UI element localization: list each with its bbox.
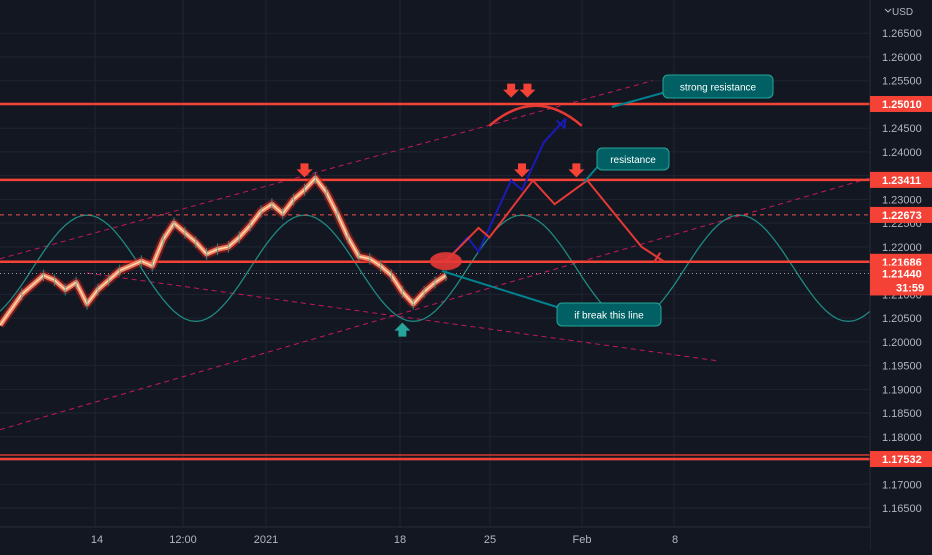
level-price-badge — [870, 451, 932, 468]
currency-box — [880, 3, 930, 19]
channel-upper-line — [0, 80, 653, 260]
down-arrow-icon — [503, 83, 520, 98]
level-price-label: 1.17532 — [882, 454, 922, 466]
price-tick-label: 1.19000 — [882, 384, 922, 396]
support-trend-line — [86, 272, 718, 362]
projection-bearish-line — [445, 178, 664, 262]
down-arrow-icon — [514, 163, 530, 178]
down-arrow-icon — [296, 163, 313, 178]
price-tick-label: 1.24000 — [882, 147, 922, 159]
time-tick-label: 14 — [91, 534, 103, 546]
time-tick-label: 12:00 — [169, 534, 197, 546]
level-price-label: 1.25010 — [882, 99, 922, 111]
up-arrow-icon — [394, 322, 411, 337]
price-tick-label: 1.18000 — [882, 432, 922, 444]
time-tick-label: Feb — [573, 534, 592, 546]
price-tick-label: 1.20500 — [882, 313, 922, 325]
price-tick-label: 1.26000 — [882, 52, 922, 64]
price-tick-label: 1.18500 — [882, 408, 922, 420]
callout-pointer — [611, 91, 667, 108]
currency-label: USD — [892, 7, 913, 18]
projection-bullish-line — [445, 118, 567, 262]
price-tick-label: 1.26500 — [882, 28, 922, 40]
level-price-badge — [870, 206, 932, 223]
callout-box — [556, 302, 662, 327]
time-tick-label: 8 — [672, 534, 678, 546]
time-tick-label: 2021 — [254, 534, 278, 546]
projection-bullish-arrowhead — [556, 118, 567, 130]
level-price-label: 1.23411 — [882, 175, 921, 187]
price-tick-label: 1.19500 — [882, 361, 922, 373]
callout-box — [662, 74, 774, 99]
time-axis[interactable] — [0, 527, 870, 550]
currency-dropdown-icon[interactable] — [884, 8, 892, 13]
level-price-label: 1.22673 — [882, 210, 922, 222]
down-arrow-icon — [568, 163, 585, 178]
current-price-label: 1.21440 — [882, 268, 922, 280]
price-tick-label: 1.20000 — [882, 337, 922, 349]
time-tick-label: 25 — [484, 534, 496, 546]
level-price-badge — [870, 95, 932, 112]
current-price-badge — [870, 265, 932, 296]
bar-timer-label: 31:59 — [896, 282, 924, 294]
callout-label: strong resistance — [680, 83, 757, 94]
breakout-marker — [429, 252, 462, 271]
price-tick-label: 1.25500 — [882, 76, 922, 88]
price-tick-label: 1.23000 — [882, 194, 922, 206]
down-arrow-icon — [519, 83, 536, 98]
callout-box — [596, 147, 670, 171]
resistance-arc — [488, 104, 583, 127]
callout-pointer — [441, 270, 561, 309]
level-price-badge — [870, 171, 932, 188]
projection-bearish-arrowhead — [652, 252, 664, 263]
price-tick-label: 1.24500 — [882, 123, 922, 135]
price-tick-label: 1.22000 — [882, 242, 922, 254]
price-tick-label: 1.17000 — [882, 479, 922, 491]
time-tick-label: 18 — [394, 534, 406, 546]
price-tick-label: 1.16500 — [882, 503, 922, 515]
channel-lower-line — [0, 177, 871, 431]
callout-label: if break this line — [574, 311, 644, 322]
callout-label: resistance — [610, 155, 656, 166]
